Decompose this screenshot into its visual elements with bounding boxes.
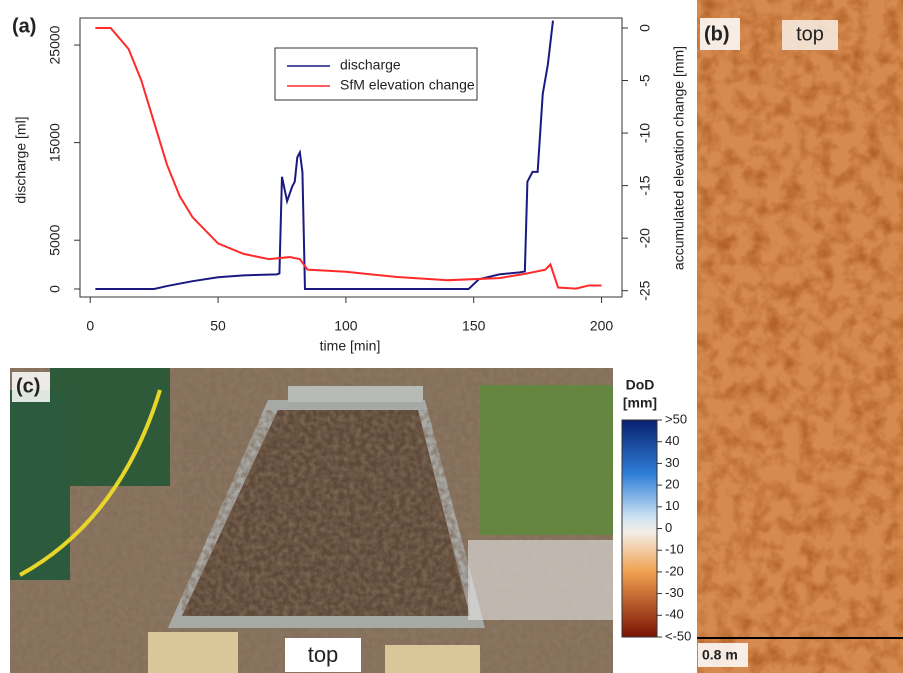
chart: (a) time [min] discharge [ml] accumulate…	[12, 15, 687, 353]
legend-label: discharge	[340, 57, 401, 73]
colorbar-scale	[621, 419, 658, 638]
y-axis-title: discharge [ml]	[13, 116, 29, 203]
y-tick-label: 5000	[47, 224, 63, 255]
y2-tick-label: -15	[637, 175, 653, 195]
panel-label: (a)	[12, 15, 36, 37]
colorbar-tick-label: -20	[665, 563, 684, 578]
y2-tick-label: 0	[637, 24, 653, 32]
panel-c: (c) top	[10, 368, 613, 673]
y2-tick-label: -25	[637, 280, 653, 300]
panel-label: (b)	[704, 23, 730, 45]
panel-b: 0.8 m (b) top	[697, 0, 903, 673]
scale-label: 0.8 m	[702, 647, 738, 663]
bricks	[385, 645, 480, 673]
colorbar-tick-label: <-50	[665, 628, 691, 643]
scale-bg	[698, 643, 748, 667]
x-tick-label: 200	[590, 318, 614, 334]
barrel	[10, 390, 70, 580]
y-tick-label: 25000	[47, 25, 63, 64]
colorbar-tick-label: -40	[665, 607, 684, 622]
top-bg	[285, 638, 361, 672]
colorbar-tick-label: 40	[665, 433, 679, 448]
colorbar-tick-label: 0	[665, 520, 672, 535]
collector	[288, 386, 423, 402]
colorbar-tick-label: -10	[665, 542, 684, 557]
top-bg	[782, 20, 838, 50]
top-label: top	[796, 23, 824, 45]
y2-tick-label: -20	[637, 228, 653, 248]
colorbar-title: DoD	[626, 377, 655, 393]
top-label: top	[308, 642, 339, 667]
x-tick-label: 100	[334, 318, 358, 334]
legend-label: SfM elevation change	[340, 77, 475, 93]
colorbar-tick-label: -30	[665, 585, 684, 600]
grass	[480, 385, 613, 535]
soil-texture	[182, 410, 470, 616]
bricks	[148, 632, 238, 673]
x-tick-label: 150	[462, 318, 486, 334]
x-tick-label: 0	[86, 318, 94, 334]
data-line	[95, 20, 554, 290]
colorbar-tick-label: >50	[665, 411, 687, 426]
y-tick-label: 15000	[47, 123, 63, 162]
legend	[274, 47, 478, 101]
label-bg	[700, 18, 740, 50]
data-line	[95, 26, 602, 290]
y2-tick-label: -5	[637, 74, 653, 87]
colorbar-title: [mm]	[623, 395, 657, 411]
y-tick-label: 0	[47, 285, 63, 293]
panel-label: (c)	[16, 375, 40, 397]
x-axis-title: time [min]	[320, 338, 381, 354]
colorbar: DoD [mm] >50 40 30 20 10 0 -10 -20 -30 -40 <-50	[621, 377, 691, 643]
plot-box	[79, 17, 623, 298]
label-bg	[12, 372, 50, 402]
hose	[19, 389, 162, 577]
colorbar-tick-label: 30	[665, 455, 679, 470]
plastic-sheet	[468, 540, 613, 620]
colorbar-tick-label: 20	[665, 477, 679, 492]
y2-axis-title: accumulated elevation change [mm]	[671, 46, 687, 270]
dod-texture	[697, 0, 903, 673]
y2-tick-label: -10	[637, 123, 653, 143]
x-tick-label: 50	[210, 318, 226, 334]
colorbar-tick-label: 10	[665, 498, 679, 513]
